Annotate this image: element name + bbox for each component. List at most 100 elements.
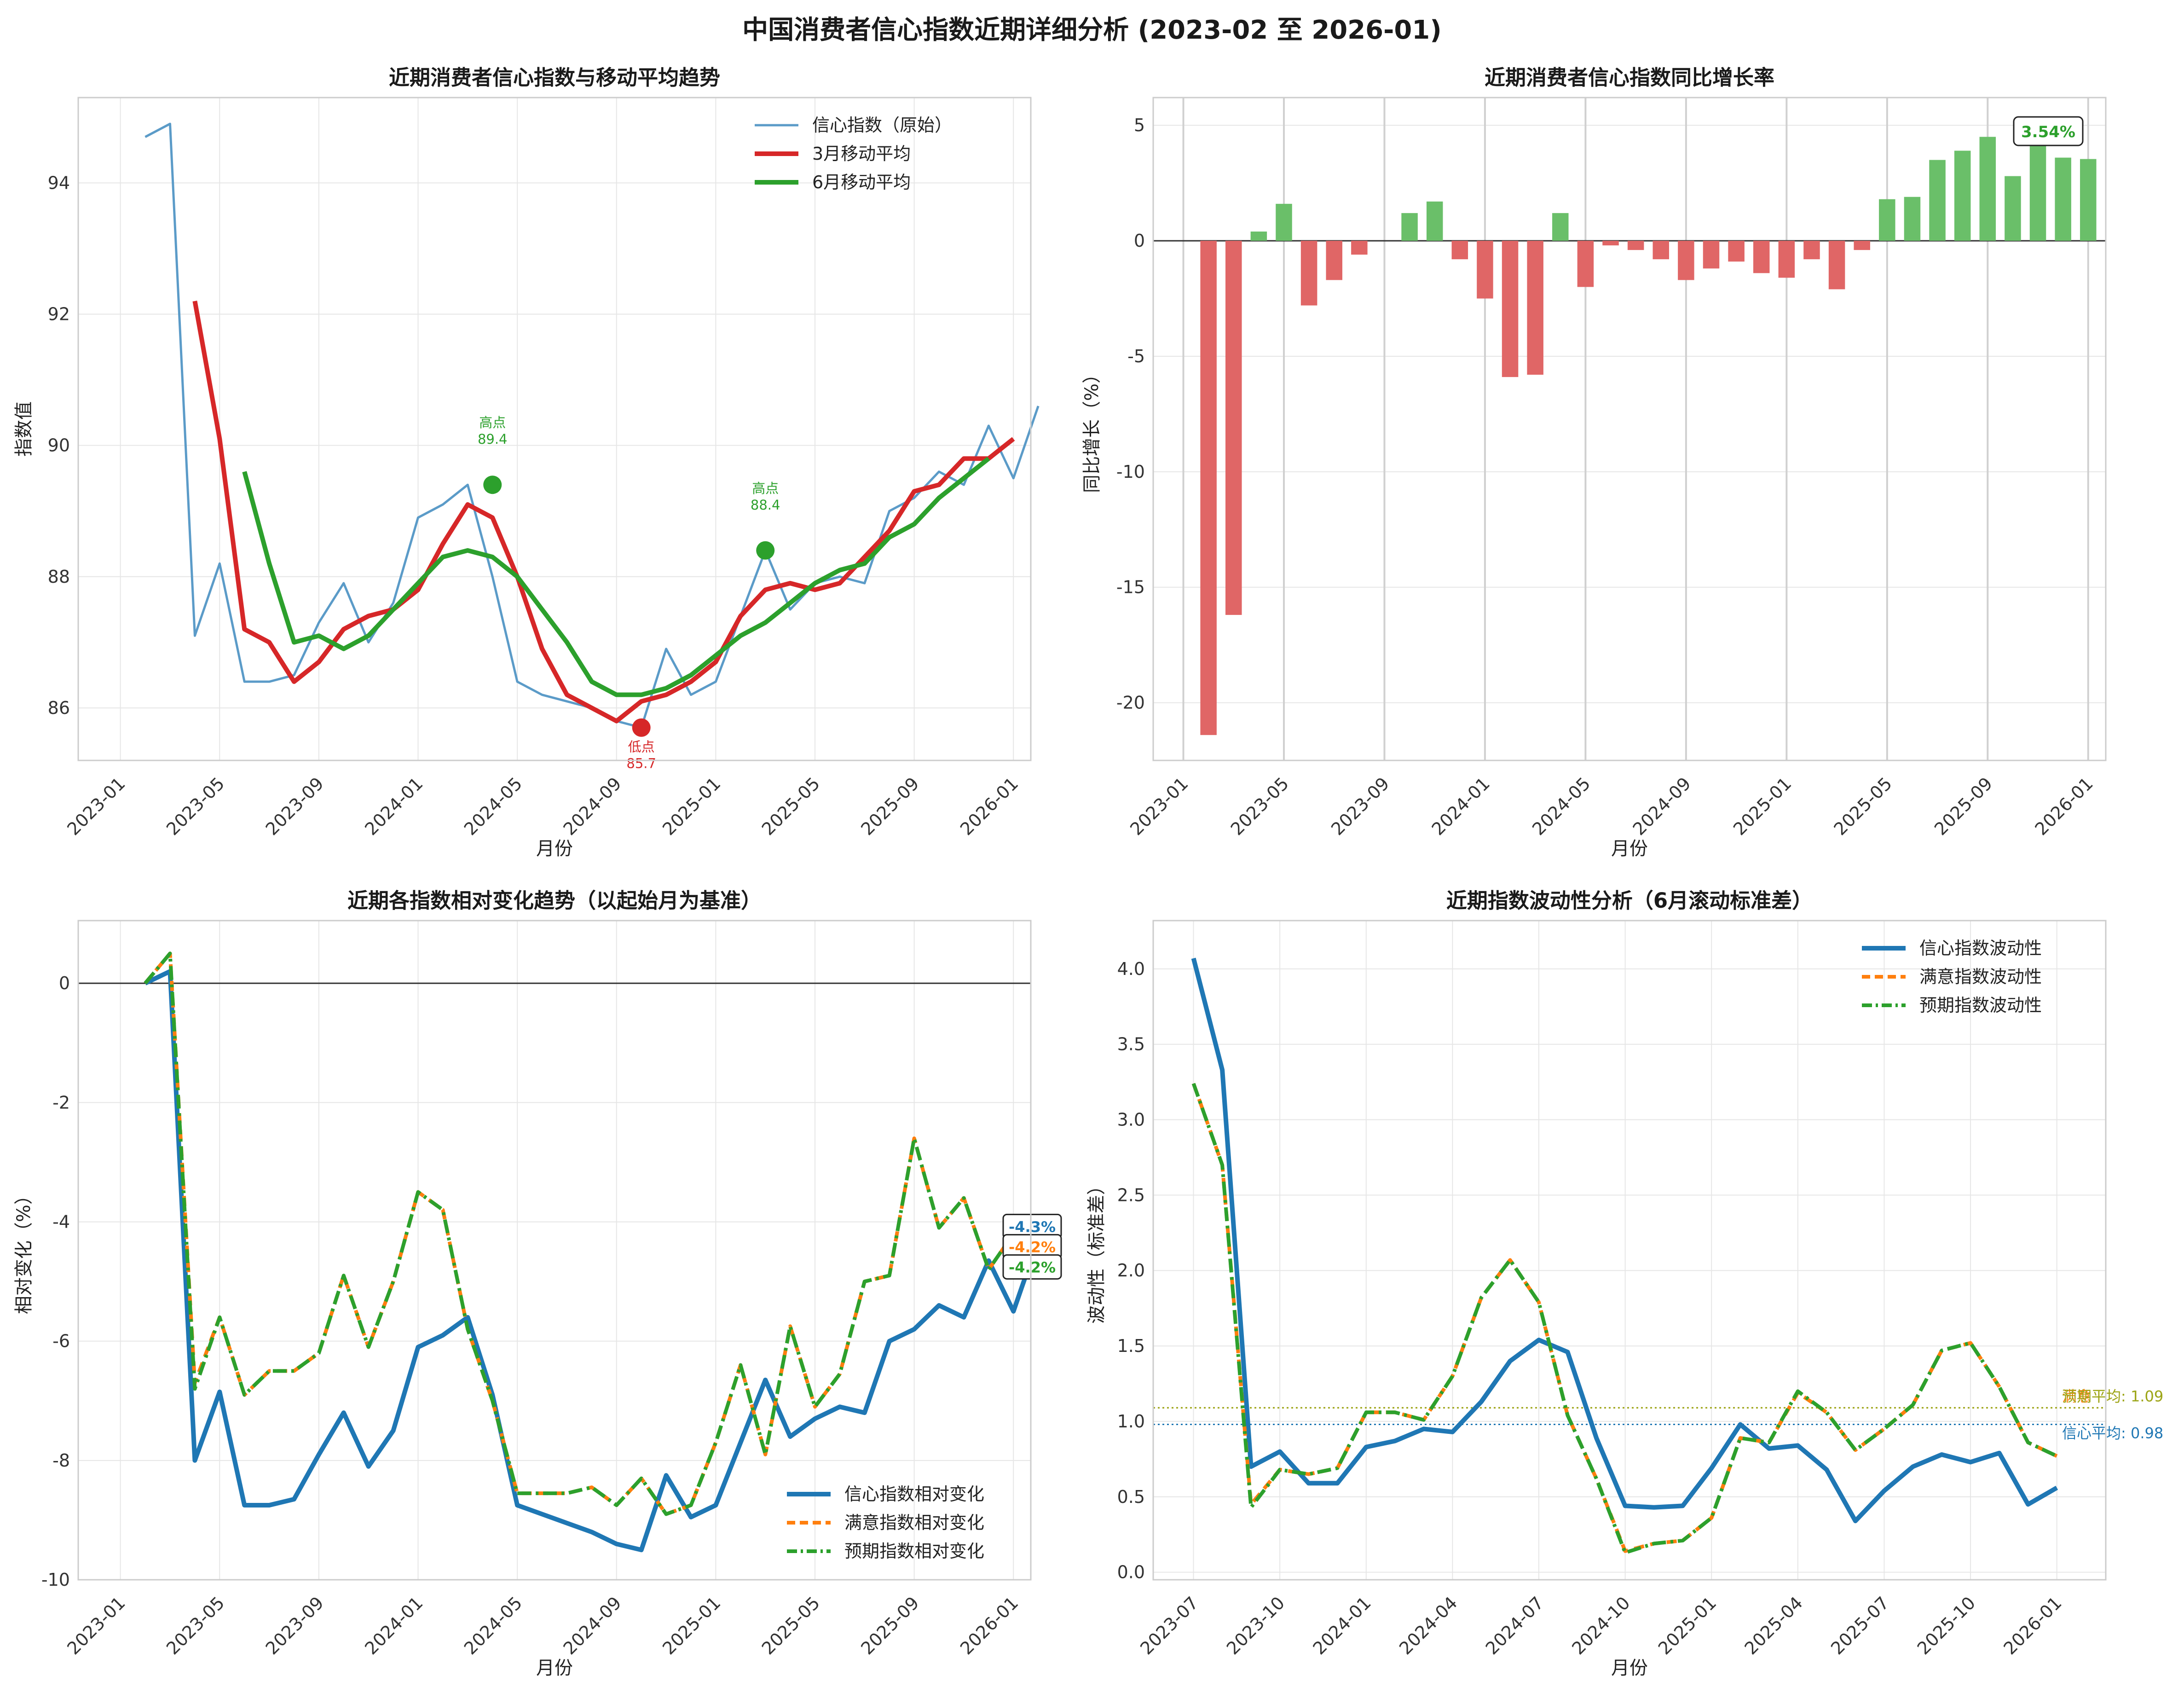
x-tick-label: 2025-05 <box>758 773 824 839</box>
bar <box>1552 213 1569 241</box>
x-tick-label: 2024-05 <box>460 1593 526 1658</box>
point-annotation-label: 高点 <box>479 415 506 430</box>
bar <box>2055 157 2071 241</box>
mean-line-label: 预期平均: 1.09 <box>2062 1387 2163 1405</box>
bar <box>1401 213 1418 241</box>
bar <box>1854 241 1870 250</box>
plot-frame <box>77 920 1032 1581</box>
chart-volatility: 近期指数波动性分析（6月滚动标准差） 0.0 0.5 1.0 1.5 2.0 2.5 3.0 3… <box>1086 888 2163 1679</box>
high-point-marker <box>483 475 502 494</box>
bar <box>1954 151 1971 241</box>
plot-frame <box>1152 97 2107 761</box>
x-tick-label: 2024-01 <box>1428 773 1494 839</box>
bars <box>1200 132 2097 735</box>
x-tick-label: 2024-01 <box>1309 1593 1375 1658</box>
bar <box>1326 241 1342 280</box>
x-tick-label: 2025-05 <box>1830 773 1896 839</box>
end-value-label: -4.3% <box>1009 1218 1056 1235</box>
bar <box>1728 241 1745 262</box>
bar <box>1703 241 1720 269</box>
x-tick-label: 2026-01 <box>1999 1593 2065 1658</box>
x-axis-label: 月份 <box>536 1658 573 1679</box>
x-tick-label: 2025-09 <box>1930 773 1996 839</box>
x-tick-label: 2025-05 <box>758 1593 824 1658</box>
series-line <box>144 951 1015 1516</box>
y-tick-label: -15 <box>1116 577 1145 597</box>
bar <box>1477 241 1493 299</box>
legend-label: 信心指数相对变化 <box>844 1484 984 1504</box>
bar <box>1627 241 1644 250</box>
end-value-label: -4.2% <box>1009 1258 1056 1276</box>
legend-label: 预期指数相对变化 <box>844 1541 984 1561</box>
series-line <box>242 457 990 697</box>
legend: 信心指数（原始） 3月移动平均 6月移动平均 <box>755 115 952 192</box>
chart-yoy: 近期消费者信心指数同比增长率 -20 -15 -10 -5 0 5 2023-01 2023-0… <box>1081 65 2107 859</box>
chart-title: 近期指数波动性分析（6月滚动标准差） <box>1446 888 1813 913</box>
high-point-marker <box>756 541 775 560</box>
y-tick-label: 94 <box>48 173 70 193</box>
y-axis-label: 波动性（标准差） <box>1086 1177 1107 1324</box>
x-tick-label: 2025-01 <box>1654 1593 1720 1658</box>
x-tick-label: 2024-09 <box>559 1593 625 1658</box>
y-tick-label: -6 <box>52 1331 70 1351</box>
bar <box>1426 201 1443 241</box>
x-tick-label: 2023-09 <box>1327 773 1393 839</box>
legend-label: 信心指数波动性 <box>1919 938 2042 958</box>
x-tick-label: 2024-01 <box>361 773 427 839</box>
y-tick-label: 0 <box>59 973 70 993</box>
mean-line-label: 满意平均: 1.09 <box>2062 1387 2163 1405</box>
bar <box>1652 241 1670 260</box>
bar <box>1979 137 1996 241</box>
grid <box>1153 921 2106 1580</box>
x-tick-label: 2023-05 <box>162 1593 228 1658</box>
bar <box>1602 241 1619 246</box>
x-tick-label: 2025-04 <box>1741 1593 1807 1658</box>
bar <box>1200 241 1217 735</box>
y-tick-label: 2.0 <box>1117 1260 1145 1281</box>
bar <box>1828 241 1845 290</box>
x-tick-label: 2023-05 <box>1227 773 1293 839</box>
grid <box>78 921 1031 1580</box>
bar <box>1778 241 1795 278</box>
bar <box>1753 241 1770 273</box>
x-tick-label: 2024-01 <box>361 1593 427 1658</box>
legend-label: 3月移动平均 <box>812 144 911 164</box>
plot-frame <box>1152 920 2107 1581</box>
plot-frame <box>77 97 1032 761</box>
end-value-badge <box>1002 1254 1062 1280</box>
bar <box>1803 241 1820 260</box>
x-tick-label: 2025-09 <box>857 773 923 839</box>
x-tick-label: 2024-10 <box>1568 1593 1634 1658</box>
low-point-marker <box>632 718 651 737</box>
bar <box>2029 132 2046 241</box>
x-tick-label: 2025-09 <box>857 1593 923 1658</box>
series-line <box>144 951 1015 1516</box>
bar <box>1276 203 1292 241</box>
chart-relative: 近期各指数相对变化趋势（以起始月为基准） -10 -8 -6 -4 -2 0 2023-01 2… <box>13 888 1062 1679</box>
point-annotation-label: 高点 <box>752 481 779 496</box>
bar <box>1351 241 1368 255</box>
x-tick-label: 2025-01 <box>1729 773 1795 839</box>
x-tick-label: 2023-09 <box>262 1593 328 1658</box>
y-tick-label: -4 <box>52 1212 70 1232</box>
y-tick-label: 5 <box>1134 115 1145 135</box>
x-tick-label: 2025-10 <box>1913 1593 1979 1658</box>
x-tick-label: 2023-10 <box>1223 1593 1288 1658</box>
y-tick-label: -8 <box>52 1450 70 1471</box>
y-tick-label: 0.0 <box>1117 1562 1145 1583</box>
series-line <box>144 969 1040 1553</box>
y-axis-label: 同比增长（%） <box>1081 365 1103 493</box>
legend-label: 满意指数波动性 <box>1919 967 2042 987</box>
y-tick-label: 0 <box>1134 231 1145 251</box>
grid <box>78 98 1031 760</box>
end-value-label: -4.2% <box>1009 1238 1056 1256</box>
bar <box>2005 176 2021 241</box>
y-tick-label: 1.5 <box>1117 1336 1145 1356</box>
point-annotation-value: 88.4 <box>751 497 780 513</box>
x-tick-label: 2024-07 <box>1482 1593 1548 1658</box>
chart-trend: 近期消费者信心指数与移动平均趋势 86 88 90 92 94 2023-01 2023-05… <box>13 65 1040 859</box>
bar <box>1678 241 1694 280</box>
x-axis-label: 月份 <box>536 838 573 859</box>
